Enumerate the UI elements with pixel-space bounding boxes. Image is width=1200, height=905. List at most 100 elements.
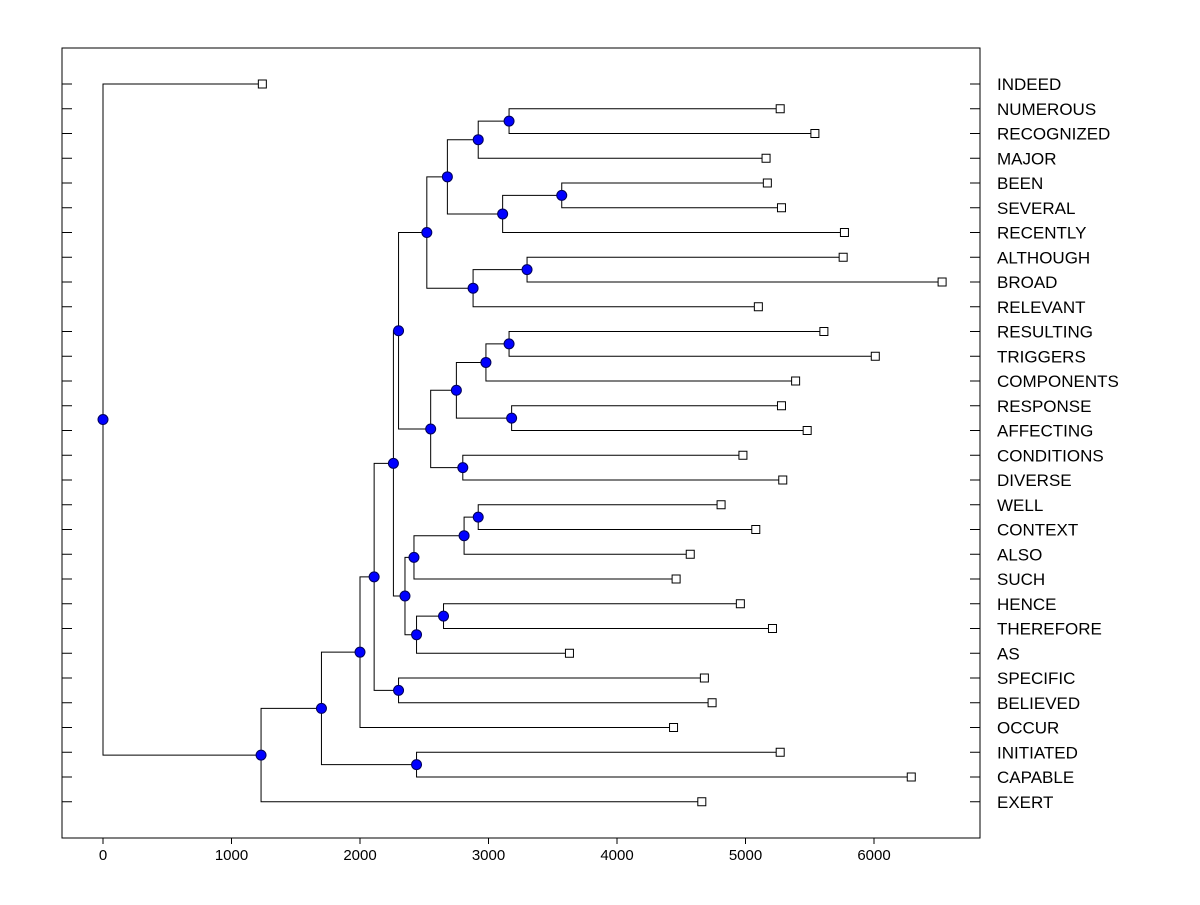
link-57 [260,707,702,803]
merge-node [503,338,515,350]
merge-node [387,457,399,469]
merge-node [506,412,518,424]
leaf-label: NUMEROUS [997,100,1096,119]
x-tick-label: 6000 [857,847,890,864]
leaf-marker [257,79,267,89]
leaf-marker [819,327,829,336]
leaf-marker [564,648,574,658]
link-32 [561,182,782,209]
link-52 [398,677,713,704]
leaf-marker [802,426,812,435]
leaf-marker [707,698,717,708]
leaf-label: BEEN [997,174,1043,193]
link-34 [446,139,503,215]
leaf-marker [671,574,681,584]
leaf-markers [257,79,947,807]
leaf-marker [906,772,916,782]
link-40 [511,405,808,431]
x-tick-label: 2000 [343,847,376,864]
leaf-marker [870,351,880,361]
merge-node [472,511,484,523]
merge-node [521,264,533,276]
x-tick-label: 5000 [729,847,762,864]
leaf-marker [735,599,745,609]
leaf-marker [751,525,761,534]
merge-node [97,414,109,426]
merge-node [458,530,470,542]
leaf-label: RESULTING [997,323,1093,342]
y-axis-ticks [62,83,980,803]
leaf-label: BROAD [997,273,1057,292]
leaf-label: ALTHOUGH [997,248,1090,267]
leaf-marker [699,673,709,683]
merge-node [480,356,492,368]
leaf-marker [838,252,848,262]
leaf-label: ALSO [997,545,1042,564]
link-39 [485,343,796,382]
link-56 [320,651,417,766]
leaf-label: RECOGNIZED [997,125,1110,144]
leaf-label: RECENTLY [997,224,1086,243]
leaf-label: MAJOR [997,149,1057,168]
leaf-marker [778,475,788,485]
link-30 [508,108,815,134]
merge-node [354,646,366,658]
link-55 [416,751,912,778]
x-axis: 0 1000 2000 3000 4000 5000 6000 [99,838,891,864]
link-45 [477,504,756,530]
merge-node [315,702,327,714]
leaf-marker [669,723,679,732]
link-58 [102,83,263,756]
leaf-marker [697,797,707,807]
merge-node [467,282,479,294]
merge-node [556,189,568,201]
merge-node [472,134,484,146]
link-48 [443,603,773,629]
leaf-marker [839,228,849,237]
x-tick-label: 4000 [600,847,633,864]
leaf-label: TRIGGERS [997,347,1086,366]
leaf-labels: INDEED NUMEROUS RECOGNIZED MAJOR BEEN SEVERAL… [997,75,1119,812]
leaf-label: SUCH [997,570,1045,589]
merge-node [457,462,469,474]
merge-node [393,325,405,337]
x-tick-label: 0 [99,847,107,864]
link-41 [455,361,512,419]
leaf-marker [810,129,820,138]
merge-node [399,590,411,602]
merge-node [438,610,450,622]
leaf-label: CONDITIONS [997,446,1104,465]
x-tick-label: 1000 [215,847,248,864]
link-31 [477,120,767,159]
leaf-label: CAPABLE [997,768,1074,787]
merge-node [450,384,462,396]
leaf-label: SEVERAL [997,199,1075,218]
leaf-label: AS [997,644,1020,663]
leaf-label: RELEVANT [997,298,1086,317]
link-35 [526,256,943,283]
link-33 [502,194,845,233]
leaf-label: EXERT [997,793,1053,812]
leaf-marker [791,376,801,386]
leaf-label: THEREFORE [997,620,1102,639]
link-47 [413,535,677,580]
leaf-marker [753,302,763,312]
merge-node [255,749,267,761]
link-42 [462,454,783,481]
leaf-marker [937,277,947,287]
x-tick-label: 3000 [472,847,505,864]
merge-node [421,227,433,238]
leaf-label: WELL [997,496,1043,515]
leaf-marker [776,203,786,213]
merge-node [425,423,437,435]
leaf-marker [775,747,785,757]
leaf-marker [775,104,785,114]
merge-node [393,684,405,696]
leaf-marker [738,450,748,460]
merge-node [497,208,509,220]
leaf-label: SPECIFIC [997,669,1075,688]
leaf-marker [767,624,777,633]
leaf-label: BELIEVED [997,694,1080,713]
